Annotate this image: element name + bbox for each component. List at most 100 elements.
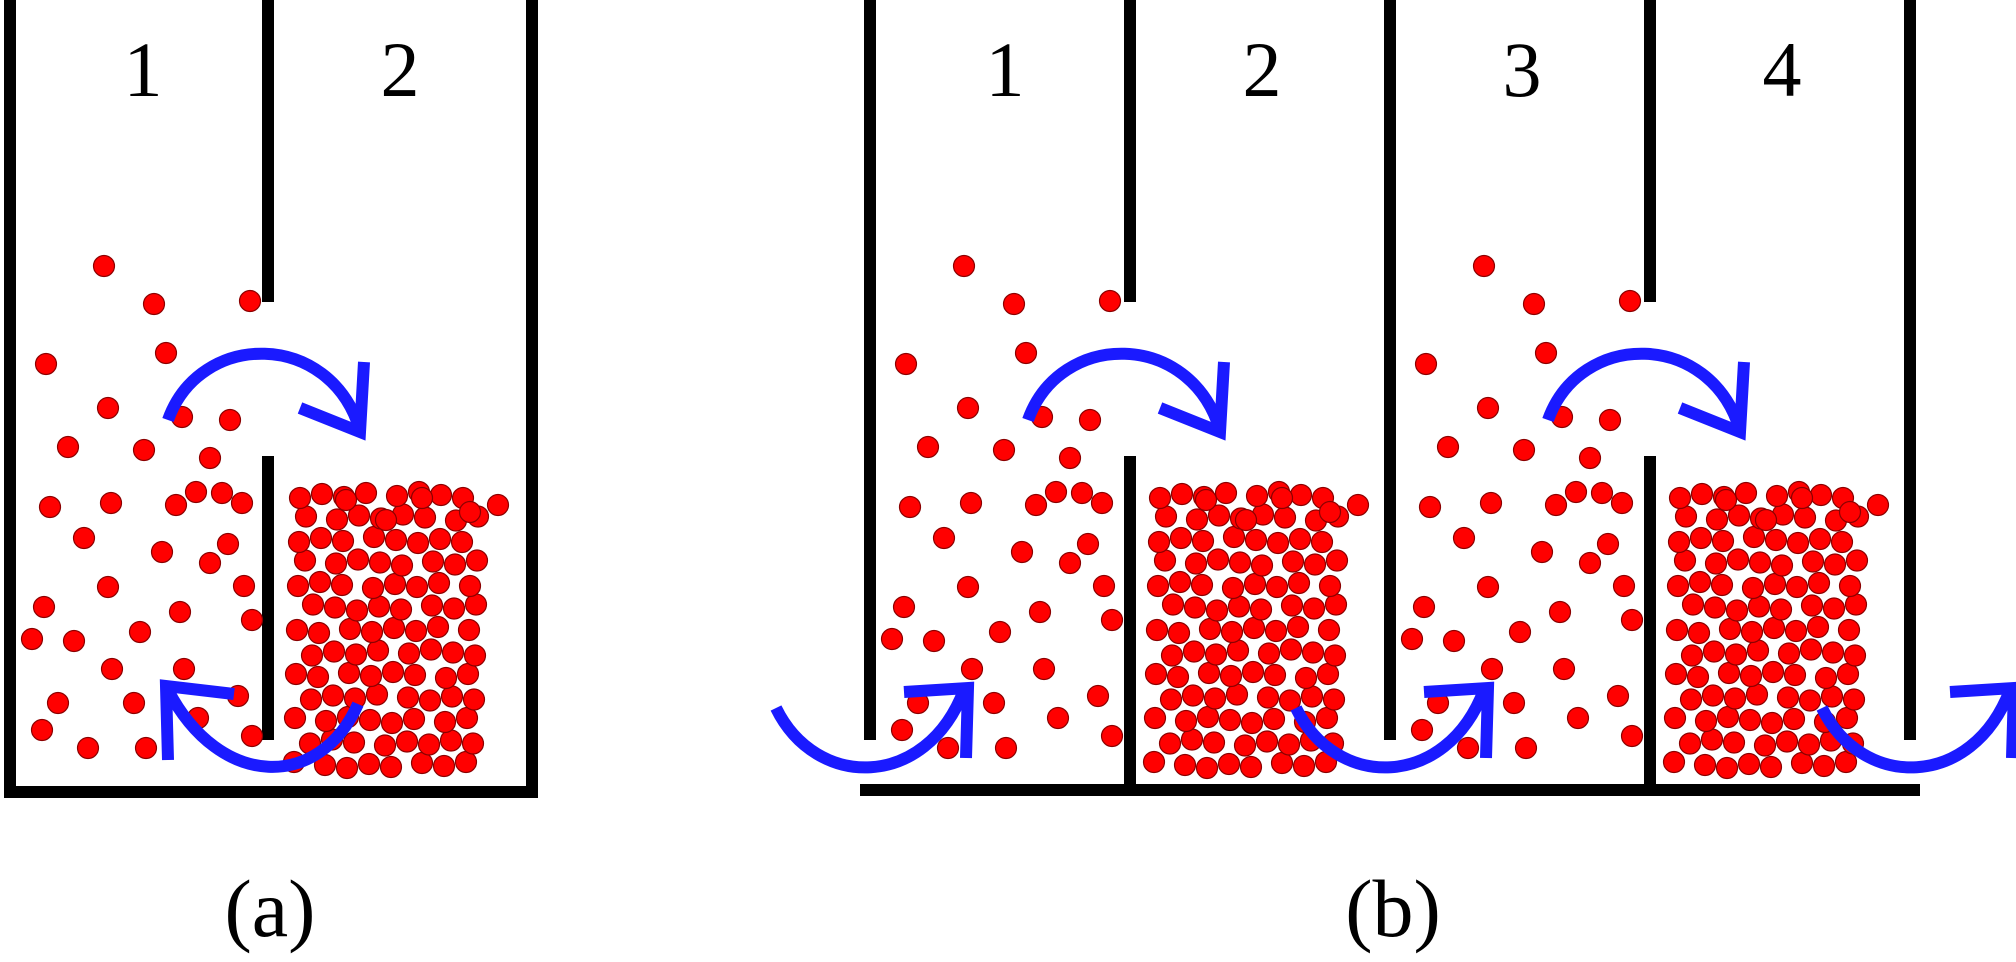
panel-b-compartment-4-particle-5 xyxy=(1790,751,1814,775)
panel-b-compartment-4-particle-90 xyxy=(1727,504,1751,527)
panel-b-compartment-2-particle-59 xyxy=(1227,595,1251,618)
panel-b-compartment-3-particle-37 xyxy=(1566,706,1590,730)
panel-b-compartment-3-particle-22 xyxy=(1412,595,1436,619)
panel-b-compartment-4-particle-40 xyxy=(1680,644,1704,667)
panel-a-compartment-1-particle-24 xyxy=(168,600,192,624)
panel-a-compartment-2-particle-69 xyxy=(405,575,429,599)
panel-a-transfer-arrow-1-to-2-head xyxy=(297,361,370,441)
panel-a-compartment-2-particle-42 xyxy=(344,643,368,666)
panel-a-compartment-2-particle-67 xyxy=(361,576,385,600)
panel-b-compartment-4-particle-79 xyxy=(1845,549,1869,572)
panel-b-compartment-4-particle-77 xyxy=(1801,550,1825,573)
panel-b-compartment-1-particle-17 xyxy=(932,526,956,550)
panel-b-compartment-1-particle-2 xyxy=(1098,289,1122,313)
panel-a-compartment-1-particle-11 xyxy=(184,480,208,504)
panel-a-compartment-1-particle-32 xyxy=(122,691,146,715)
panel-a-compartment-1-particle-16 xyxy=(230,491,254,515)
panel-b-compartment-2-particle-53 xyxy=(1264,619,1288,643)
panel-b-compartment-4-particle-67 xyxy=(1741,576,1765,600)
panel-a-compartment-1-particle-27 xyxy=(62,629,86,653)
panel-a-compartment-2-particle-3 xyxy=(357,752,381,776)
panel-b-compartment-2-particle-4 xyxy=(1239,755,1263,779)
panel-a-compartment-2-particle-10 xyxy=(342,731,366,754)
panel-b-compartment-3-particle-30 xyxy=(1552,657,1576,681)
panel-a-compartment-2-particle-28 xyxy=(396,686,420,709)
panel-b-compartment-4-particle-97 xyxy=(1690,482,1714,506)
panel-b-compartment-4-particle-99 xyxy=(1734,481,1758,505)
panel-b-transfer-arrow-1-to-2 xyxy=(1022,347,1230,441)
panel-b-compartment-3-particle-12 xyxy=(1418,495,1442,519)
panel-b-compartment-2-particle-97 xyxy=(1170,482,1194,506)
panel-b-compartment-3-particle-1 xyxy=(1522,292,1546,316)
panel-a-compartment-2-particle-19 xyxy=(358,708,382,732)
panel-a-compartment-1-particle-2 xyxy=(238,289,262,313)
panel-b-compartment-4-particle-96 xyxy=(1668,486,1692,510)
panel-b-label-1: 1 xyxy=(986,26,1025,113)
panel-b-compartment-1-particle-14 xyxy=(1024,493,1048,517)
panel-b-compartment-2-particle-81 xyxy=(1169,526,1193,550)
panel-b-compartment-2-particle-29 xyxy=(1278,689,1302,712)
panel-a-compartment-2-particle-27 xyxy=(365,683,389,706)
panel-b-compartment-2-particle-30 xyxy=(1300,685,1324,708)
panel-b-compartment-2-particle-13 xyxy=(1277,733,1301,756)
panel-b-compartment-2-particle-96 xyxy=(1148,486,1172,510)
panel-b-compartment-4-particle-28 xyxy=(1776,686,1800,709)
panel-a-compartment-2-particle-54 xyxy=(426,615,450,639)
panel-b-compartment-4-particle-63 xyxy=(1844,593,1868,616)
panel-a-compartment-1-particle-18 xyxy=(150,540,174,564)
panel-a-compartment-2-particle-87 xyxy=(450,530,474,554)
panel-b-compartment-1-particle-22 xyxy=(892,595,916,619)
panel-b-compartment-2-particle-106 xyxy=(1346,493,1370,517)
panel-b-compartment-4-particle-49 xyxy=(1687,621,1711,645)
panel-a-compartment-2-particle-31 xyxy=(462,688,486,711)
panel-a-compartment-2-particle-105 xyxy=(410,486,434,510)
panel-b-compartment-2-particle-2 xyxy=(1195,756,1219,780)
panel-a-compartment-2-particle-86 xyxy=(428,527,452,551)
panel-b-compartment-3-particle-21 xyxy=(1578,551,1602,575)
panel-a-return-arrow-2-to-1-head xyxy=(159,679,235,761)
panel-b-compartment-4-particle-36 xyxy=(1761,660,1785,684)
panel-b-compartment-4-particle-85 xyxy=(1786,531,1810,555)
panel-b-compartment-3-particle-4 xyxy=(1414,352,1438,376)
panel-a-compartment-2-particle-70 xyxy=(427,571,451,595)
panel-b-compartment-2-particle-42 xyxy=(1204,643,1228,666)
panel-b-compartment-2-particle-51 xyxy=(1220,620,1244,644)
panel-b-compartment-3-particle-11 xyxy=(1564,480,1588,504)
panel-a-compartment-2-particle-85 xyxy=(406,531,430,555)
panel-b-compartment-4-particle-73 xyxy=(1704,552,1728,575)
panel-b-compartment-1-particle-12 xyxy=(898,495,922,519)
panel-b-compartment-4-particle-11 xyxy=(1753,734,1777,757)
panel-a-compartment-2-particle-2 xyxy=(335,756,359,780)
panel-a-compartment-2-particle-68 xyxy=(383,572,407,596)
panel-b-compartment-2-particle-16 xyxy=(1143,706,1167,730)
panel-a-outer-wall xyxy=(4,0,538,798)
panel-b-label-2: 2 xyxy=(1243,26,1282,113)
panel-b-compartment-2-particle-68 xyxy=(1243,572,1267,596)
panel-b-compartment-3-particle-8 xyxy=(1436,435,1460,459)
panel-b-compartment-2-particle-23 xyxy=(1315,706,1339,730)
panel-b-compartment-1-particle-1 xyxy=(1002,292,1026,316)
panel-a-compartment-2-particle-73 xyxy=(324,552,348,575)
panel-b-compartment-4-particle-88 xyxy=(1674,505,1698,528)
panel-b-compartment-1-particle-7 xyxy=(1078,408,1102,432)
panel-a-transfer-arrow-1-to-2-shaft xyxy=(162,347,366,432)
panel-a-compartment-1-particle-19 xyxy=(216,532,240,556)
panel-b-compartment-2-particle-9 xyxy=(1180,728,1204,751)
panel-b-compartment-3-particle-13 xyxy=(1479,491,1503,515)
panel-b-compartment-3-particle-3 xyxy=(1534,341,1558,365)
panel-b-compartment-2-particle-84 xyxy=(1244,528,1268,552)
panel-a-compartment-2-particle-64 xyxy=(286,574,310,598)
panel-a-compartment-2-particle-25 xyxy=(321,684,345,707)
panel-a-compartment-2-particle-15 xyxy=(461,732,485,755)
panel-a-compartment-2-particle-93 xyxy=(413,506,437,529)
panel-b-compartment-4-particle-12 xyxy=(1775,730,1799,753)
panel-b-compartment-4-particle-75 xyxy=(1748,551,1772,574)
panel-b-compartment-2-particle-58 xyxy=(1205,599,1229,622)
panel-b-compartment-2-particle-17 xyxy=(1174,709,1198,733)
panel-a-compartment-1-particle-1 xyxy=(142,292,166,316)
panel-b-compartment-2-particle-66 xyxy=(1190,573,1214,597)
panel-a-compartment-1-particle-29 xyxy=(100,657,124,681)
panel-b-compartment-4-particle-93 xyxy=(1793,506,1817,529)
panel-b-compartment-2-particle-35 xyxy=(1219,664,1243,688)
panel-b-compartment-2-particle-80 xyxy=(1147,530,1171,554)
